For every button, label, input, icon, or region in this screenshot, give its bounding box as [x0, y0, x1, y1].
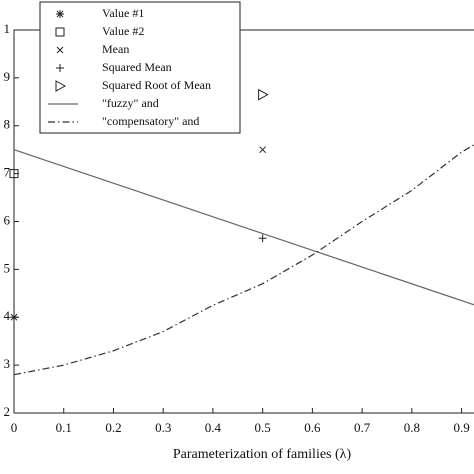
marker	[258, 234, 267, 243]
x-tick-label: 0.1	[56, 420, 72, 435]
y-tick-label: 9	[4, 69, 11, 84]
y-tick-label: 7	[4, 165, 11, 180]
x-tick-label: 0.8	[404, 420, 420, 435]
legend: Value #1 Value #2 Mean Squared Mean Squared …	[39, 1, 241, 134]
series-line	[13, 149, 474, 306]
marker	[55, 80, 67, 92]
x-tick-label: 0.4	[205, 420, 222, 435]
legend-label: Value #1	[102, 6, 144, 20]
x-tick-label: 0.6	[304, 420, 321, 435]
x-tick-label: 0.2	[105, 420, 121, 435]
x-tick-label: 0.9	[453, 420, 469, 435]
marker-stroke	[10, 313, 18, 321]
marker-stroke	[56, 10, 64, 18]
marker	[56, 46, 64, 54]
x-tick-label: 0.5	[255, 420, 271, 435]
x-tick-label: 0.7	[354, 420, 371, 435]
y-tick-label: 2	[4, 404, 11, 419]
marker	[259, 146, 267, 154]
marker	[56, 64, 64, 72]
marker-shape	[258, 88, 269, 101]
legend-label: Squared Mean	[102, 60, 172, 74]
legend-label: "compensatory" and	[102, 114, 199, 128]
legend-label: "fuzzy" and	[102, 96, 159, 110]
y-tick-label: 4	[4, 308, 11, 323]
marker	[55, 27, 65, 37]
marker-stroke	[56, 46, 64, 54]
y-tick-label: 5	[4, 260, 11, 275]
marker	[9, 169, 19, 179]
y-tick-label: 8	[4, 117, 11, 132]
y-tick-label: 3	[4, 356, 11, 371]
y-tick-label: 1	[4, 21, 11, 36]
x-tick-label: 0.3	[155, 420, 171, 435]
legend-label: Squared Root of Mean	[102, 78, 211, 92]
legend-label: Value #2	[102, 24, 144, 38]
marker	[56, 10, 64, 18]
marker	[258, 88, 269, 101]
marker-stroke	[259, 146, 267, 154]
marker-shape	[9, 169, 19, 179]
x-axis-label: Parameterization of families (λ)	[173, 447, 352, 462]
y-tick-label: 6	[4, 212, 11, 227]
legend-label: Mean	[102, 42, 129, 56]
legend-box	[39, 1, 241, 134]
marker-shape	[55, 27, 65, 37]
x-tick-label: 0	[11, 420, 18, 435]
series-line	[13, 144, 474, 376]
marker-shape	[55, 80, 67, 92]
marker	[10, 313, 18, 322]
